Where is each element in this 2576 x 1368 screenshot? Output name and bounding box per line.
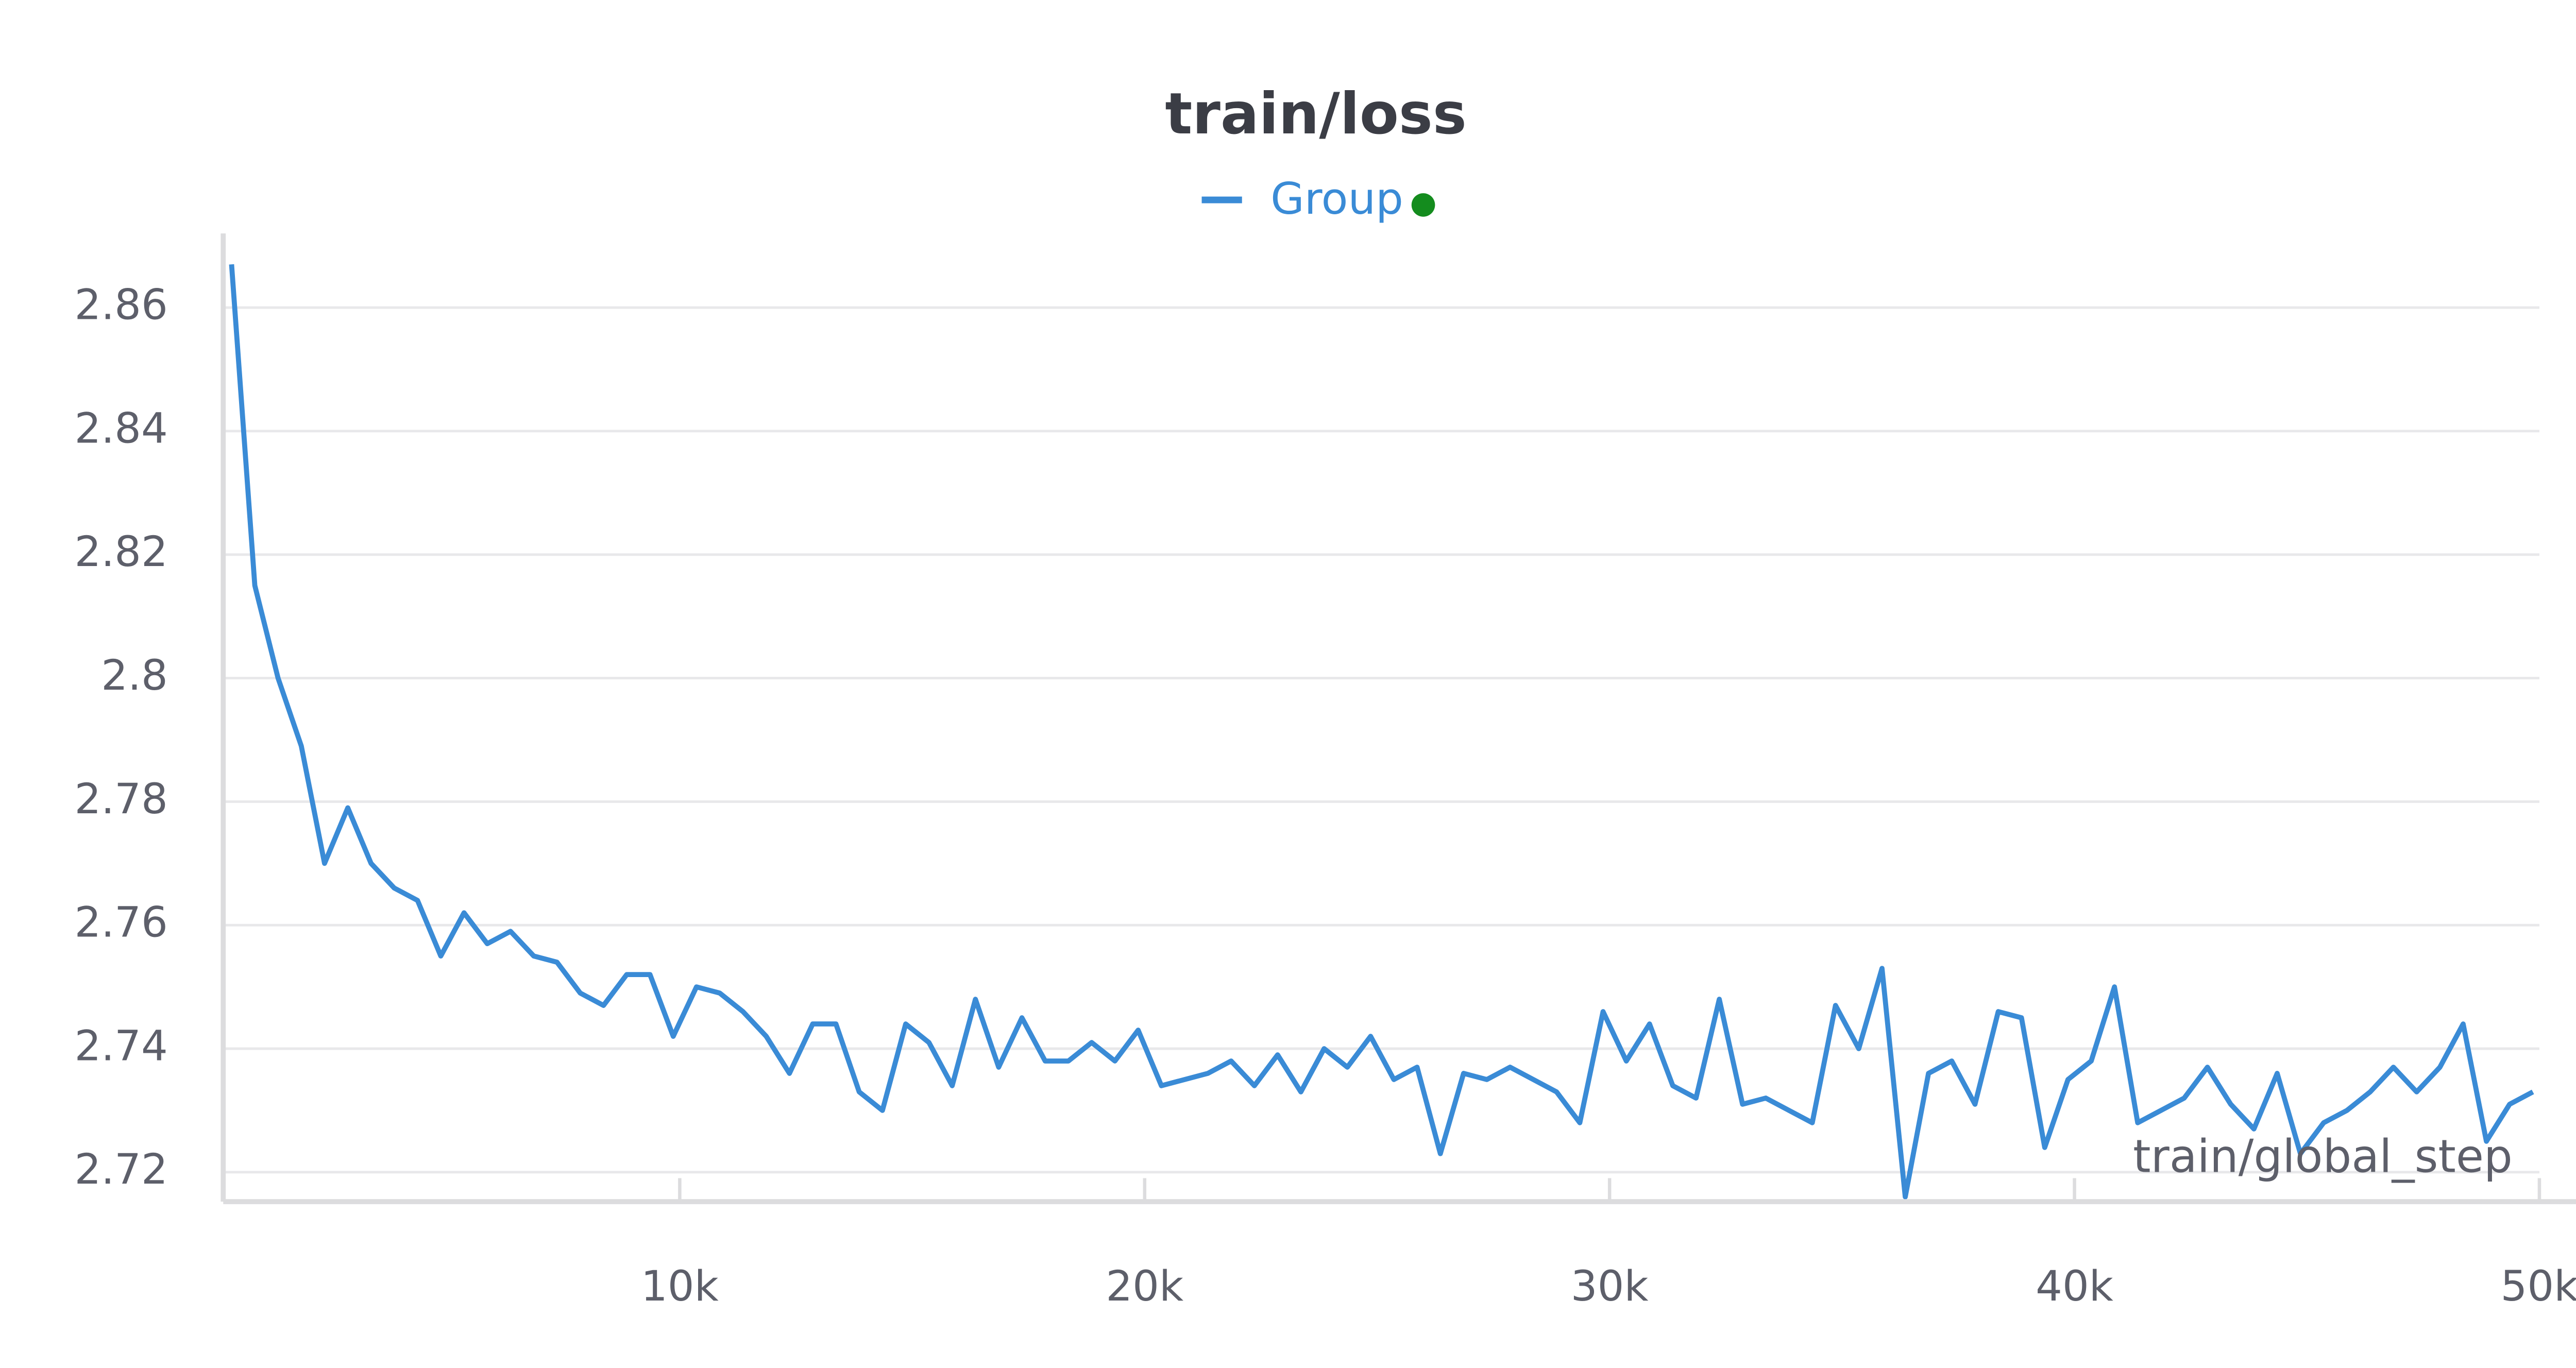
series-line [229,264,2534,1200]
y-tick-label: 2.84 [74,404,167,453]
y-tick-label: 2.76 [74,898,167,947]
y-tick-label: 2.78 [74,775,167,824]
x-axis-label: train/global_step [2133,1130,2513,1183]
x-tick-label: 10k [641,1262,719,1311]
y-tick-label: 2.74 [74,1021,167,1070]
x-tick-label: 20k [1106,1262,1183,1311]
y-tick-label: 2.82 [74,527,167,576]
grid [223,306,2539,1174]
x-tick-label: 40k [2036,1262,2113,1311]
x-tick-label: 30k [1571,1262,1649,1311]
y-tick-label: 2.8 [101,651,168,700]
chart-title: train/loss [1165,81,1466,147]
x-tick-label: 50k [2501,1262,2576,1311]
y-tick-label: 2.86 [74,281,167,330]
plot-area [229,264,2534,1200]
legend-label[interactable]: Group [1270,173,1403,224]
y-tick-label: 2.72 [74,1145,167,1194]
legend-status-dot [1411,193,1435,217]
